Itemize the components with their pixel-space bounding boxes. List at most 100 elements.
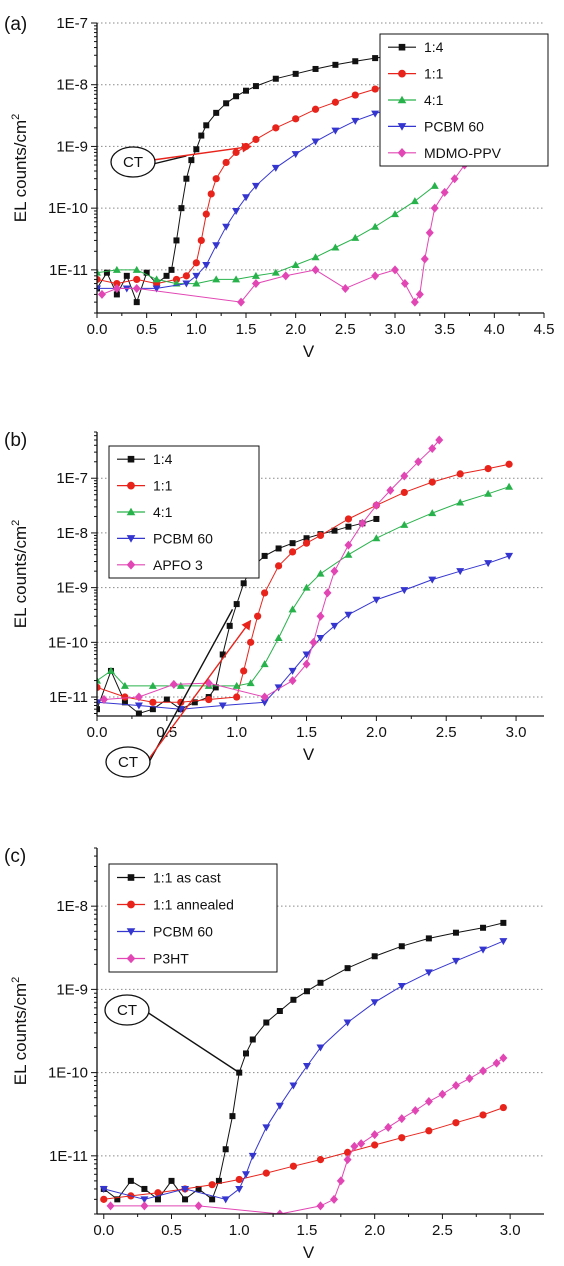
data-point xyxy=(343,1148,352,1156)
data-point xyxy=(192,272,201,280)
data-point xyxy=(484,560,493,568)
data-point xyxy=(141,1185,148,1192)
data-point xyxy=(302,539,311,547)
data-point xyxy=(202,210,210,218)
series-line-3 xyxy=(110,1057,504,1214)
data-point xyxy=(222,158,230,167)
x-tick-label: 0.5 xyxy=(156,724,177,741)
data-point xyxy=(351,91,359,99)
data-point xyxy=(345,523,352,530)
data-point xyxy=(252,135,260,143)
data-point xyxy=(400,587,409,595)
x-tick-label: 0.0 xyxy=(93,1222,114,1239)
legend-label: PCBM 60 xyxy=(424,118,484,134)
data-point xyxy=(149,698,157,706)
data-point xyxy=(232,207,241,215)
data-point xyxy=(311,138,320,146)
data-point xyxy=(336,1176,345,1186)
data-point xyxy=(222,1146,229,1153)
data-point xyxy=(240,580,247,587)
data-point xyxy=(428,509,437,517)
legend-label: APFO 3 xyxy=(153,557,203,573)
data-point xyxy=(344,550,353,558)
data-point xyxy=(252,83,259,90)
x-tick-label: 2.0 xyxy=(285,321,306,338)
data-point xyxy=(195,1185,202,1192)
data-point xyxy=(203,122,210,129)
y-tick-label: 1E-10 xyxy=(48,634,88,651)
data-point xyxy=(288,605,297,613)
data-point xyxy=(344,515,353,523)
data-point xyxy=(302,583,311,591)
panel-label: (a) xyxy=(4,14,27,35)
panel-c: 0.0 0.5 1.0 1.5 2.0 2.5 3.0 1E-11 1E-10 1E-9 1E-8 V… xyxy=(4,846,544,1262)
legend-marker xyxy=(127,874,135,881)
ct-annotation: CT xyxy=(104,994,240,1074)
data-point xyxy=(191,699,198,706)
data-point xyxy=(479,946,488,954)
data-point xyxy=(370,999,379,1007)
x-tick-label: 2.5 xyxy=(432,1222,453,1239)
data-point xyxy=(209,1196,216,1203)
data-point xyxy=(182,1196,189,1203)
x-tick-label: 3.0 xyxy=(500,1222,521,1239)
data-point xyxy=(97,676,101,684)
data-point xyxy=(232,681,241,689)
data-point xyxy=(193,146,200,153)
data-point xyxy=(330,566,339,576)
data-point xyxy=(302,651,311,659)
y-tick-label: 1E-11 xyxy=(49,1148,88,1165)
data-point xyxy=(275,1209,284,1214)
data-point xyxy=(438,1089,447,1099)
data-point xyxy=(288,667,297,675)
data-point xyxy=(430,203,439,213)
data-point xyxy=(120,681,129,689)
data-point xyxy=(316,1201,325,1211)
data-point xyxy=(188,157,195,164)
data-point xyxy=(410,197,419,205)
y-tick-label: 1E-8 xyxy=(56,898,88,915)
data-point xyxy=(274,633,283,641)
data-point xyxy=(134,692,143,702)
data-point xyxy=(499,938,508,946)
data-point xyxy=(192,259,200,267)
y-axis-label: EL counts/cm2 xyxy=(10,977,30,1085)
data-point xyxy=(106,1201,115,1211)
data-point xyxy=(289,540,296,547)
x-axis-label: V xyxy=(303,342,315,361)
data-point xyxy=(274,562,283,570)
x-tick-label: 2.0 xyxy=(364,1222,385,1239)
data-point xyxy=(505,552,514,560)
data-point xyxy=(302,1063,311,1071)
data-point xyxy=(289,1082,298,1090)
y-tick-label: 1E-7 xyxy=(56,470,88,487)
data-point xyxy=(316,569,325,577)
x-tick-label: 2.5 xyxy=(335,321,356,338)
data-point xyxy=(212,242,221,250)
data-point xyxy=(261,589,269,597)
data-point xyxy=(97,268,101,276)
ct-annotation: CT xyxy=(105,609,252,778)
data-point xyxy=(371,85,379,93)
data-point xyxy=(397,1114,406,1124)
data-point xyxy=(218,702,227,710)
data-point xyxy=(289,1162,298,1170)
x-axis-label: V xyxy=(303,745,315,764)
data-point xyxy=(398,943,405,950)
data-point xyxy=(271,164,280,172)
data-point xyxy=(219,651,226,658)
data-point xyxy=(152,285,161,293)
data-point xyxy=(202,261,211,269)
data-point xyxy=(276,1007,283,1014)
data-point xyxy=(243,1050,249,1057)
x-tick-label: 3.0 xyxy=(506,724,527,741)
x-tick-label: 1.5 xyxy=(297,1222,318,1239)
data-point xyxy=(343,1155,352,1165)
data-point xyxy=(451,957,460,965)
legend-marker xyxy=(127,481,135,490)
ct-bubble xyxy=(104,994,150,1026)
data-point xyxy=(97,275,101,284)
data-point xyxy=(428,443,437,453)
legend-marker xyxy=(397,123,407,131)
